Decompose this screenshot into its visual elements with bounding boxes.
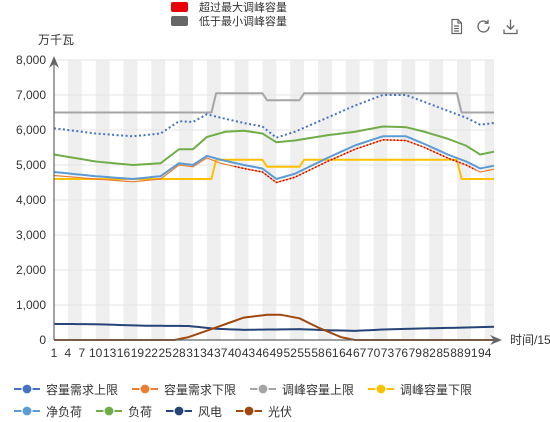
chart-axes xyxy=(49,56,502,345)
y-tick-label: 4,000 xyxy=(16,193,46,207)
legend-label: 容量需求下限 xyxy=(164,382,237,397)
x-tick-label: 91 xyxy=(464,346,478,360)
series-line xyxy=(53,125,495,166)
y-tick-label: 6,000 xyxy=(16,123,46,137)
x-axis-ticks: 1 4 7 10 13 16 19 22 25 28 31 34 37 40 43 46 49 52 55 58 61 6… xyxy=(51,346,492,360)
legend-label: 风电 xyxy=(198,404,223,419)
legend-swatch-under-min xyxy=(171,16,188,26)
x-axis-arrow xyxy=(490,335,502,345)
legend-item-over-max[interactable]: 超过最大调峰容量 xyxy=(171,0,287,14)
x-tick-label: 40 xyxy=(228,346,242,360)
y-tick-label: 2,000 xyxy=(16,263,46,277)
legend-item[interactable]: 净负荷 xyxy=(14,400,82,422)
y-tick-label: 1,000 xyxy=(16,298,46,312)
x-tick-label: 85 xyxy=(436,346,450,360)
legend-item-under-min[interactable]: 低于最小调峰容量 xyxy=(171,14,287,28)
x-tick-label: 19 xyxy=(131,346,145,360)
y-axis-label: 万千瓦 xyxy=(38,33,74,47)
legend-label: 容量需求上限 xyxy=(46,382,119,397)
legend-label-over-max: 超过最大调峰容量 xyxy=(199,2,287,14)
legend-swatch-over-max xyxy=(171,2,188,12)
x-tick-label: 13 xyxy=(103,346,117,360)
x-tick-label: 94 xyxy=(478,346,492,360)
legend-label: 调峰容量下限 xyxy=(400,382,473,397)
x-tick-label: 64 xyxy=(339,346,353,360)
x-tick-label: 31 xyxy=(186,346,200,360)
download-icon[interactable] xyxy=(502,18,519,35)
refresh-icon[interactable] xyxy=(475,18,492,35)
x-tick-label: 58 xyxy=(311,346,325,360)
legend-label: 净负荷 xyxy=(46,404,83,419)
legend-marker xyxy=(368,383,395,395)
legend-marker xyxy=(166,405,193,417)
series-line xyxy=(54,92,494,114)
x-tick-label: 16 xyxy=(117,346,131,360)
x-tick-label: 43 xyxy=(242,346,256,360)
legend-marker xyxy=(236,405,263,417)
legend-label: 负荷 xyxy=(128,404,153,419)
x-tick-label: 76 xyxy=(395,346,409,360)
legend-label-under-min: 低于最小调峰容量 xyxy=(199,16,287,28)
y-axis-ticks: 0 1,000 2,000 3,000 4,000 5,000 6,000 7,000 8,00… xyxy=(16,53,46,347)
x-tick-label: 49 xyxy=(270,346,284,360)
x-tick-label: 10 xyxy=(89,346,103,360)
x-tick-label: 79 xyxy=(409,346,423,360)
x-tick-label: 52 xyxy=(284,346,298,360)
legend-marker xyxy=(14,405,40,417)
chart-series xyxy=(53,92,495,341)
x-tick-label: 73 xyxy=(381,346,395,360)
y-tick-label: 8,000 xyxy=(16,53,46,67)
series-line xyxy=(53,135,495,180)
legend-marker xyxy=(132,383,159,395)
legend-item[interactable]: 风电 xyxy=(166,400,222,422)
x-tick-label: 22 xyxy=(145,346,159,360)
x-tick-label: 61 xyxy=(325,346,339,360)
x-tick-label: 4 xyxy=(65,346,72,360)
document-icon[interactable] xyxy=(448,18,465,35)
chart-toolbox xyxy=(448,18,519,35)
legend-item[interactable]: 容量需求上限 xyxy=(14,378,118,400)
legend-label: 光伏 xyxy=(268,404,293,419)
legend-item[interactable]: 容量需求下限 xyxy=(132,378,236,400)
x-tick-label: 70 xyxy=(367,346,381,360)
bottom-legend: 容量需求上限 容量需求下限 调峰容量上限 调峰容量下限净负荷 负荷 风电 光伏 xyxy=(14,378,544,422)
top-legend: 超过最大调峰容量 低于最小调峰容量 xyxy=(171,0,287,28)
y-axis-arrow xyxy=(49,56,59,68)
x-tick-label: 1 xyxy=(51,346,58,360)
legend-marker xyxy=(14,383,40,395)
x-tick-label: 34 xyxy=(200,346,214,360)
x-tick-label: 37 xyxy=(214,346,228,360)
y-tick-label: 7,000 xyxy=(16,88,46,102)
legend-item[interactable]: 光伏 xyxy=(236,400,292,422)
legend-item[interactable]: 调峰容量下限 xyxy=(368,378,472,400)
legend-item[interactable]: 负荷 xyxy=(96,400,152,422)
x-tick-label: 7 xyxy=(78,346,85,360)
x-tick-label: 25 xyxy=(158,346,172,360)
y-tick-label: 5,000 xyxy=(16,158,46,172)
x-tick-label: 82 xyxy=(422,346,436,360)
legend-marker xyxy=(250,383,277,395)
series-line xyxy=(53,322,495,332)
legend-label: 调峰容量上限 xyxy=(282,382,355,397)
legend-marker xyxy=(96,405,123,417)
x-axis-label: 时间/15 xyxy=(510,333,550,347)
x-tick-label: 46 xyxy=(256,346,270,360)
legend-item[interactable]: 调峰容量上限 xyxy=(250,378,354,400)
y-tick-label: 0 xyxy=(39,333,46,347)
series-line xyxy=(53,94,495,139)
x-tick-label: 28 xyxy=(172,346,186,360)
x-tick-label: 88 xyxy=(450,346,464,360)
x-tick-label: 67 xyxy=(353,346,367,360)
x-tick-label: 55 xyxy=(297,346,311,360)
y-tick-label: 3,000 xyxy=(16,228,46,242)
